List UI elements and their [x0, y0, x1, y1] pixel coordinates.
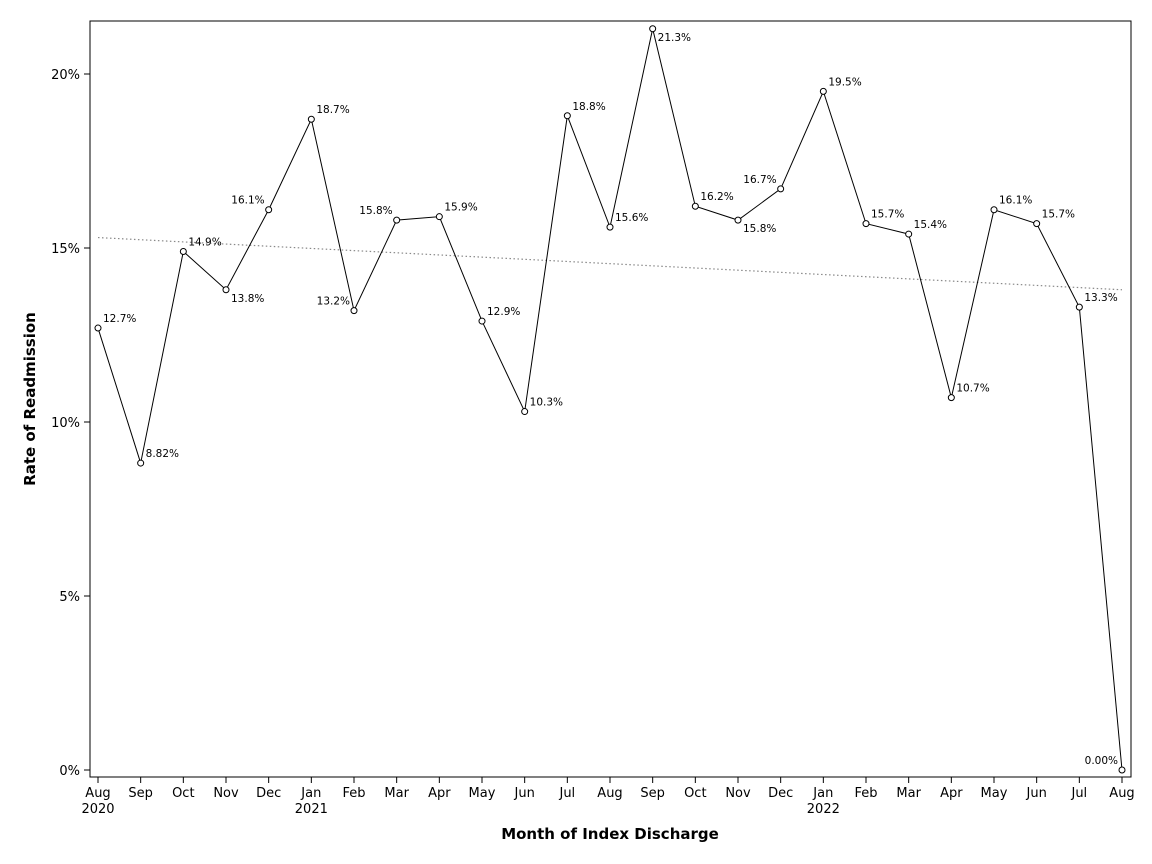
data-label: 15.9% — [444, 202, 477, 214]
data-point — [734, 216, 742, 224]
data-point — [691, 202, 699, 210]
data-labels: 12.7% 8.82% 14.9% 13.8% 16.1% 18.7% 13.2% 15.8%… — [103, 32, 1118, 767]
data-label: 15.8% — [743, 223, 776, 235]
x-tick-label: May — [469, 786, 496, 801]
data-label: 16.1% — [999, 195, 1032, 207]
x-tick-label: Apr — [428, 786, 451, 801]
y-tick-label: 5% — [59, 590, 80, 605]
data-label: 14.9% — [188, 236, 221, 248]
data-point — [179, 247, 187, 255]
x-tick-label: Aug — [597, 786, 622, 801]
series-line — [97, 28, 1123, 771]
data-points — [94, 25, 1126, 774]
data-point — [94, 324, 102, 332]
data-point — [393, 216, 401, 224]
x-tick-label: Mar — [384, 786, 409, 801]
data-point — [606, 223, 614, 231]
x-year-label: 2022 — [807, 802, 840, 817]
x-tick-label: Sep — [640, 786, 665, 801]
trend-line — [97, 236, 1123, 291]
x-tick-label: Dec — [768, 786, 793, 801]
data-label: 15.4% — [914, 219, 947, 231]
y-tick-label: 0% — [59, 764, 80, 779]
x-axis: Aug Sep Oct Nov Dec Jan Feb Mar Apr May Jun Jul Aug S… — [81, 777, 1135, 817]
data-label: 13.8% — [231, 293, 264, 305]
x-tick-label: Oct — [172, 786, 194, 801]
y-axis-title: Rate of Readmission — [21, 312, 39, 486]
data-label: 21.3% — [658, 32, 691, 44]
data-point — [350, 307, 358, 315]
data-label: 12.9% — [487, 306, 520, 318]
data-point — [222, 286, 230, 294]
data-label: 15.7% — [1042, 209, 1075, 221]
data-point — [947, 394, 955, 402]
x-tick-label: Jul — [1070, 786, 1087, 801]
data-point — [649, 25, 657, 33]
data-label: 12.7% — [103, 313, 136, 325]
x-tick-label: Jan — [812, 786, 833, 801]
data-point — [563, 112, 571, 120]
data-label: 8.82% — [146, 448, 179, 460]
data-label: 13.3% — [1084, 292, 1117, 304]
x-year-label: 2020 — [81, 802, 114, 817]
data-point — [819, 87, 827, 95]
x-tick-label: Apr — [940, 786, 963, 801]
data-point — [1033, 220, 1041, 228]
data-point — [905, 230, 913, 238]
x-tick-label: Aug — [85, 786, 110, 801]
data-label: 15.7% — [871, 209, 904, 221]
x-tick-label: Nov — [725, 786, 751, 801]
data-label: 10.3% — [530, 397, 563, 409]
data-label: 19.5% — [828, 76, 861, 88]
data-point — [990, 206, 998, 214]
data-label: 16.7% — [743, 174, 776, 186]
data-label: 18.8% — [572, 101, 605, 113]
data-label: 10.7% — [956, 383, 989, 395]
y-tick-label: 20% — [51, 68, 80, 83]
data-point — [862, 220, 870, 228]
x-tick-label: Feb — [342, 786, 365, 801]
data-point — [1118, 766, 1126, 774]
plot-frame — [89, 20, 1132, 778]
data-point — [521, 408, 529, 416]
data-label: 13.2% — [317, 296, 350, 308]
x-tick-label: Jun — [514, 786, 535, 801]
data-point — [137, 459, 145, 467]
data-point — [307, 115, 315, 123]
x-tick-label: Feb — [854, 786, 877, 801]
x-tick-label: Jun — [1026, 786, 1047, 801]
x-axis-title: Month of Index Discharge — [501, 825, 719, 843]
data-label: 15.6% — [615, 212, 648, 224]
data-label: 16.1% — [231, 195, 264, 207]
data-label: 18.7% — [316, 104, 349, 116]
y-tick-label: 10% — [51, 416, 80, 431]
data-label: 16.2% — [700, 191, 733, 203]
data-point — [1075, 303, 1083, 311]
data-label: 0.00% — [1085, 755, 1118, 767]
y-tick-label: 15% — [51, 242, 80, 257]
data-label: 15.8% — [359, 205, 392, 217]
data-point — [435, 213, 443, 221]
x-tick-label: Nov — [213, 786, 239, 801]
x-tick-label: Jul — [558, 786, 575, 801]
y-axis: 0% 5% 10% 15% 20% — [51, 68, 90, 779]
data-point — [265, 206, 273, 214]
x-tick-label: May — [981, 786, 1008, 801]
x-tick-label: Sep — [128, 786, 153, 801]
x-year-label: 2021 — [295, 802, 328, 817]
data-point — [478, 317, 486, 325]
x-tick-label: Oct — [684, 786, 706, 801]
x-tick-label: Jan — [300, 786, 321, 801]
x-tick-label: Mar — [896, 786, 921, 801]
data-point — [777, 185, 785, 193]
x-tick-label: Aug — [1109, 786, 1134, 801]
x-tick-label: Dec — [256, 786, 281, 801]
